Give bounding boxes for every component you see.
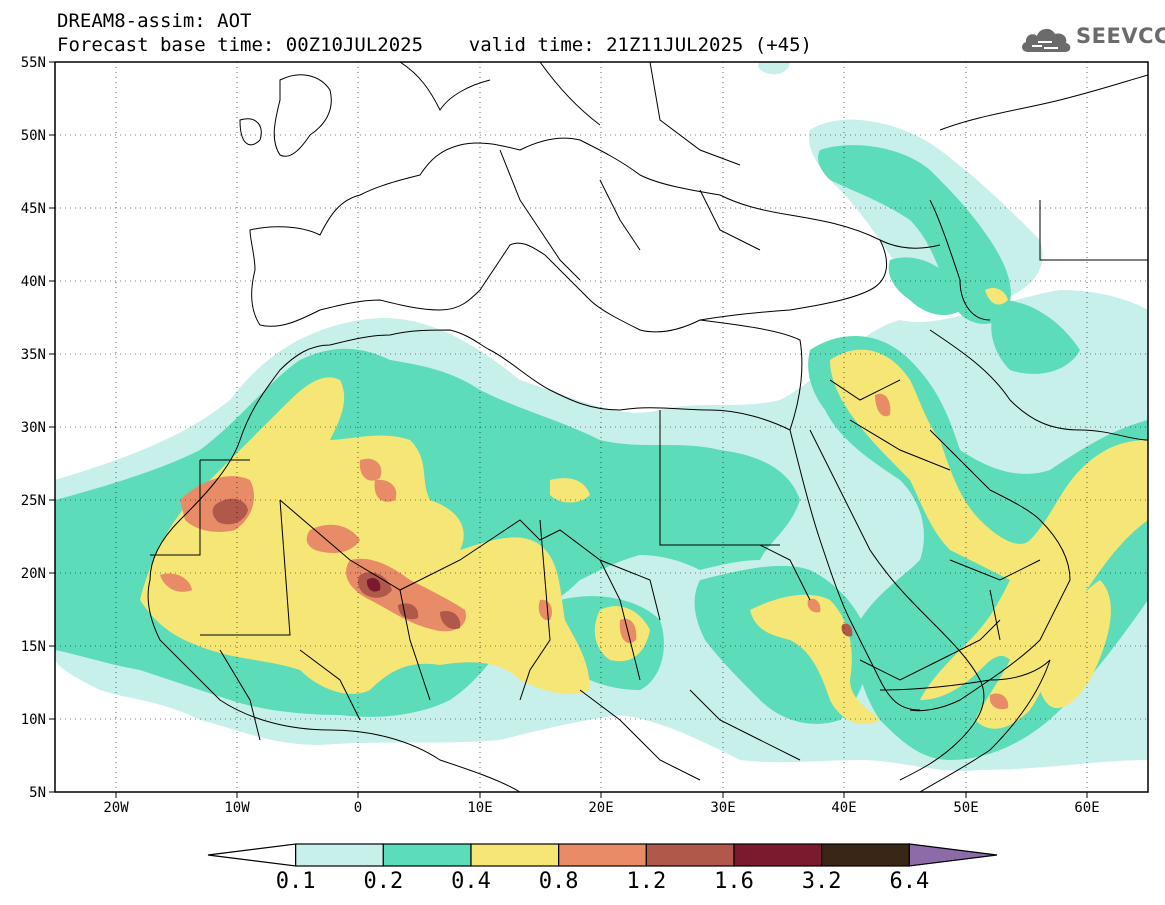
lat-label: 50N xyxy=(21,128,46,144)
lat-label: 5N xyxy=(29,785,46,801)
cloud-logo-icon xyxy=(1022,28,1071,52)
coastlines-borders xyxy=(147,62,1148,792)
seevccc-logo: SEEVCCC xyxy=(1076,24,1165,48)
lon-label: 20E xyxy=(588,800,613,816)
lon-label: 10W xyxy=(224,800,250,816)
lat-label: 20N xyxy=(21,566,46,582)
lon-label: 20W xyxy=(103,800,129,816)
tick-marks xyxy=(49,61,1088,798)
lat-label: 30N xyxy=(21,420,46,436)
lat-label: 25N xyxy=(21,493,46,509)
map-subtitle: Forecast base time: 00Z10JUL2025 valid t… xyxy=(57,34,812,56)
gridlines xyxy=(55,62,1148,792)
lat-label: 35N xyxy=(21,347,46,363)
lon-label: 0 xyxy=(354,800,362,816)
lat-label: 45N xyxy=(21,201,46,217)
lon-label: 40E xyxy=(831,800,856,816)
lat-label: 15N xyxy=(21,639,46,655)
lon-label: 10E xyxy=(467,800,492,816)
lat-label: 40N xyxy=(21,274,46,290)
aot-field xyxy=(55,62,1148,772)
lon-label: 60E xyxy=(1074,800,1099,816)
lat-label: 55N xyxy=(21,55,46,71)
lat-label: 10N xyxy=(21,712,46,728)
lon-label: 50E xyxy=(953,800,978,816)
lon-label: 30E xyxy=(710,800,735,816)
map-title: DREAM8-assim: AOT xyxy=(57,10,252,32)
